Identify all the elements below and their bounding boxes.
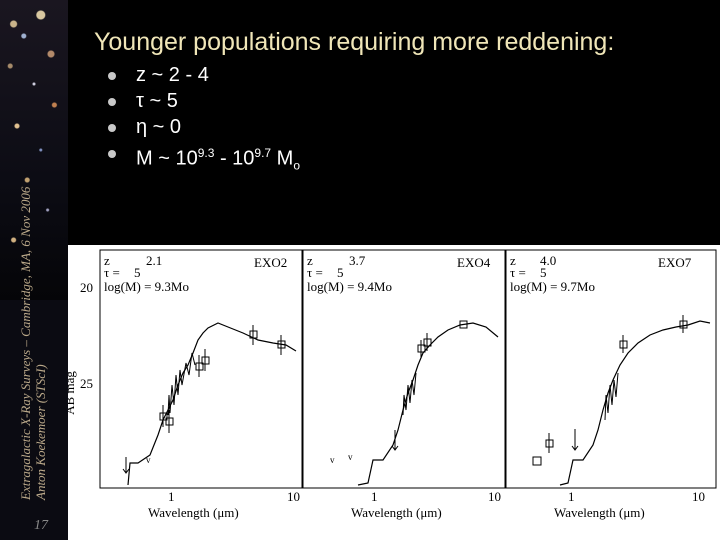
- panel-exo4: z 3.7 τ = 5 log(M) = 9.4Mo EXO4 v v 1 10…: [302, 249, 506, 520]
- photometry-point: [532, 456, 542, 466]
- y-tick-25: 25: [80, 376, 93, 391]
- svg-text:τ =: τ =: [510, 265, 526, 280]
- panel-name: EXO7: [658, 255, 692, 270]
- error-bars: [122, 325, 282, 474]
- svg-text:log(M) = 9.3Mo: log(M) = 9.3Mo: [104, 279, 189, 294]
- bullet-dot-icon: [108, 98, 116, 106]
- svg-text:1: 1: [568, 489, 575, 504]
- x-axis-label: Wavelength (μm): [351, 505, 442, 520]
- svg-text:log(M) = 9.7Mo: log(M) = 9.7Mo: [510, 279, 595, 294]
- svg-text:1: 1: [371, 489, 378, 504]
- y-tick-20: 20: [80, 280, 93, 295]
- sed-model-noise: [167, 352, 196, 416]
- svg-text:10: 10: [488, 489, 501, 504]
- svg-text:10: 10: [692, 489, 705, 504]
- sed-model-curve: [357, 322, 499, 486]
- svg-text:4.0: 4.0: [540, 253, 556, 268]
- x-axis-label: Wavelength (μm): [148, 505, 239, 520]
- error-bars: [548, 315, 684, 453]
- panel-exo7: z 4.0 τ = 5 log(M) = 9.7Mo EXO7 1 10 Wav…: [505, 249, 717, 520]
- panel-name: EXO2: [254, 255, 287, 270]
- bullet-list: z ~ 2 - 4 τ ~ 5 η ~ 0 M ~ 109.3 - 109.7 …: [108, 62, 300, 173]
- panel-name: EXO4: [457, 255, 491, 270]
- svg-text:5: 5: [540, 265, 547, 280]
- svg-text:v: v: [146, 455, 151, 465]
- svg-text:z: z: [307, 253, 313, 268]
- sed-model-noise: [604, 372, 619, 421]
- svg-text:τ =: τ =: [307, 265, 323, 280]
- svg-text:3.7: 3.7: [349, 253, 366, 268]
- galaxy-image: [0, 0, 68, 300]
- bullet-redshift: z ~ 2 - 4: [108, 62, 300, 88]
- bullet-tau: τ ~ 5: [108, 88, 300, 114]
- bullet-mass: M ~ 109.3 - 109.7 Mo: [108, 140, 300, 173]
- svg-text:5: 5: [134, 265, 141, 280]
- slide-number: 17: [34, 518, 48, 533]
- svg-text:10: 10: [287, 489, 300, 504]
- sed-model-curve: [559, 320, 711, 486]
- svg-text:v: v: [330, 455, 335, 465]
- sed-model-curve: [127, 322, 297, 486]
- sed-model-noise: [402, 372, 417, 416]
- slide-title: Younger populations requiring more redde…: [94, 28, 615, 56]
- conference-label: Extragalactic X-Ray Surveys – Cambridge,…: [18, 186, 33, 500]
- bullet-eta: η ~ 0: [108, 114, 300, 140]
- bullet-dot-icon: [108, 124, 116, 132]
- bullet-dot-icon: [108, 150, 116, 158]
- bullet-dot-icon: [108, 72, 116, 80]
- x-axis-label: Wavelength (μm): [554, 505, 645, 520]
- sed-figure: AB mag 20 25 z 2.1 τ = 5 log(M) = 9.3Mo …: [68, 245, 720, 540]
- svg-text:1: 1: [168, 489, 175, 504]
- sidebar-footer-text: Extragalactic X-Ray Surveys – Cambridge,…: [18, 30, 48, 500]
- y-axis-label: AB mag: [68, 371, 77, 415]
- svg-text:5: 5: [337, 265, 344, 280]
- svg-text:v: v: [348, 452, 353, 462]
- error-bars: [391, 333, 428, 451]
- author-label: Anton Koekemoer (STScI): [33, 364, 48, 500]
- sidebar-strip: Extragalactic X-Ray Surveys – Cambridge,…: [0, 0, 68, 540]
- photometry-point: [459, 320, 468, 329]
- svg-text:z: z: [510, 253, 516, 268]
- svg-text:log(M) = 9.4Mo: log(M) = 9.4Mo: [307, 279, 392, 294]
- svg-text:2.1: 2.1: [146, 253, 162, 268]
- svg-text:τ =: τ =: [104, 265, 120, 280]
- panel-exo2: z 2.1 τ = 5 log(M) = 9.3Mo EXO2 v 1 10 W…: [99, 249, 303, 520]
- svg-text:z: z: [104, 253, 110, 268]
